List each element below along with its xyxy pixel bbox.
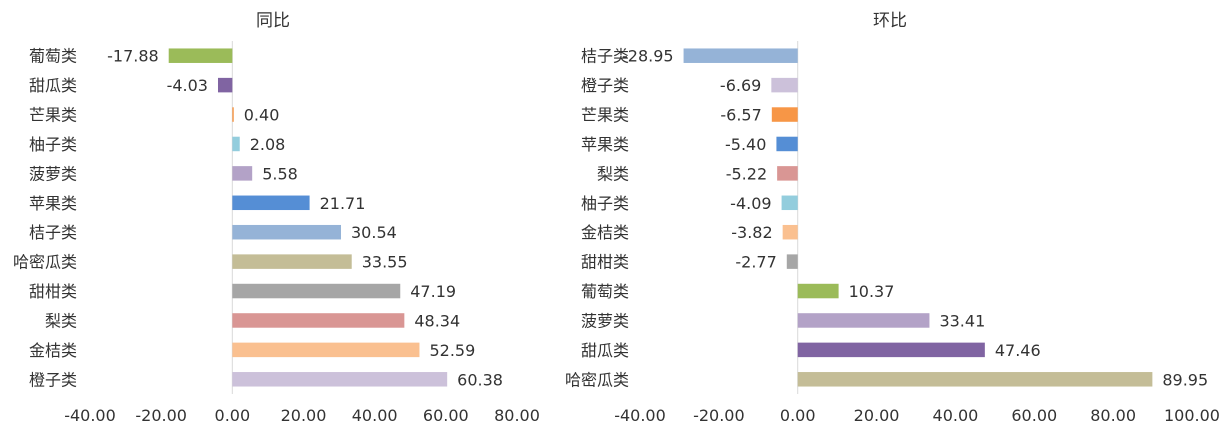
category-label: 柚子类 [581, 194, 629, 213]
value-label: 0.40 [244, 106, 280, 125]
bar-橙子类 [771, 77, 798, 93]
x-tick-label: 60.00 [423, 406, 469, 425]
category-label: 葡萄类 [581, 282, 629, 301]
value-label: 47.19 [410, 282, 456, 301]
bar-葡萄类 [797, 283, 839, 299]
bar-菠萝类 [797, 313, 930, 328]
value-label: -3.82 [731, 223, 772, 242]
category-label: 梨类 [45, 311, 77, 330]
category-label: 梨类 [597, 164, 629, 183]
value-label: -4.03 [167, 76, 208, 95]
category-label: 金桔类 [29, 341, 77, 360]
x-tick-label: 40.00 [352, 406, 398, 425]
x-tick-label: 0.00 [780, 406, 816, 425]
category-label: 甜柑类 [29, 282, 77, 301]
bar-桔子类 [232, 224, 342, 240]
bar-苹果类 [232, 195, 310, 211]
category-label: 桔子类 [29, 223, 77, 242]
category-label: 柚子类 [29, 135, 77, 154]
category-label: 哈密瓜类 [13, 253, 77, 272]
value-label: -28.95 [622, 47, 674, 66]
category-label: 甜柑类 [581, 253, 629, 272]
mom-chart: 环比 桔子类 -28.95 橙子类 -6.69 芒果类 -6.57 苹果类 -5.40 梨类 -5… [560, 0, 1226, 430]
x-tick-label: -40.00 [64, 406, 116, 425]
category-label: 菠萝类 [29, 164, 77, 183]
bar-甜瓜类 [217, 77, 233, 93]
bar-桔子类 [683, 48, 798, 63]
value-label: -6.57 [720, 106, 761, 125]
category-label: 菠萝类 [581, 311, 629, 330]
value-label: 48.34 [414, 311, 460, 330]
yoy-chart-svg: 同比 葡萄类 -17.88 甜瓜类 -4.03 芒果类 0.40 柚子类 2.08 菠萝类 5.5… [13, 11, 540, 425]
value-label: 47.46 [995, 341, 1041, 360]
x-tick-label: 80.00 [494, 406, 540, 425]
bar-哈密瓜类 [797, 372, 1153, 387]
value-label: 30.54 [351, 223, 397, 242]
value-label: 10.37 [849, 282, 895, 301]
bar-芒果类 [771, 107, 798, 122]
x-tick-label: 40.00 [933, 406, 979, 425]
bar-橙子类 [232, 372, 448, 387]
x-tick-label: -20.00 [693, 406, 745, 425]
x-tick-label: 20.00 [281, 406, 327, 425]
bar-菠萝类 [232, 166, 253, 181]
value-label: -6.69 [720, 76, 761, 95]
value-label: -5.40 [725, 135, 766, 154]
bar-柚子类 [781, 195, 798, 211]
value-label: 89.95 [1162, 370, 1208, 389]
mom-chart-svg: 环比 桔子类-28.95 橙子类 -6.69 芒果类 -6.57 苹果类 -5.40 梨类 -5… [565, 11, 1220, 425]
category-label: 金桔类 [581, 223, 629, 242]
mom-chart-title: 环比 [873, 11, 907, 31]
x-tick-label: 0.00 [215, 406, 251, 425]
category-label: 芒果类 [29, 106, 77, 125]
yoy-chart: 同比 葡萄类 -17.88 甜瓜类 -4.03 芒果类 0.40 柚子类 2.08 菠萝类 5.5… [0, 0, 560, 430]
bar-甜瓜类 [797, 342, 985, 358]
bar-柚子类 [232, 136, 240, 152]
value-label: -2.77 [735, 253, 776, 272]
category-label: 橙子类 [29, 370, 77, 389]
category-label: 哈密瓜类 [565, 370, 629, 389]
value-label: 33.55 [362, 253, 408, 272]
category-label: 桔子类 [581, 47, 629, 66]
value-label: -5.22 [726, 164, 767, 183]
x-tick-label: 60.00 [1011, 406, 1057, 425]
category-label: 葡萄类 [29, 47, 77, 66]
bar-甜柑类 [232, 283, 401, 299]
value-label: 5.58 [262, 164, 298, 183]
x-tick-label: -20.00 [135, 406, 187, 425]
category-label: 苹果类 [29, 194, 77, 213]
bar-葡萄类 [168, 48, 233, 63]
x-tick-label: 20.00 [854, 406, 900, 425]
bar-苹果类 [776, 136, 798, 152]
value-label: 2.08 [250, 135, 286, 154]
value-label: -17.88 [107, 47, 159, 66]
bar-芒果类 [232, 107, 234, 122]
value-label: 60.38 [457, 370, 503, 389]
bar-金桔类 [232, 342, 420, 358]
category-label: 橙子类 [581, 76, 629, 95]
category-label: 芒果类 [581, 106, 629, 125]
bar-梨类 [232, 313, 405, 328]
category-label: 甜瓜类 [29, 76, 77, 95]
category-label: 甜瓜类 [581, 341, 629, 360]
value-label: -4.09 [730, 194, 771, 213]
value-label: 33.41 [939, 311, 985, 330]
yoy-chart-title: 同比 [256, 11, 290, 31]
x-tick-label: -40.00 [614, 406, 666, 425]
bar-甜柑类 [786, 254, 798, 269]
value-label: 21.71 [320, 194, 366, 213]
bar-梨类 [777, 166, 798, 181]
value-label: 52.59 [429, 341, 475, 360]
x-tick-label: 100.00 [1164, 406, 1220, 425]
bar-金桔类 [782, 224, 798, 240]
category-label: 苹果类 [581, 135, 629, 154]
x-tick-label: 80.00 [1090, 406, 1136, 425]
bar-哈密瓜类 [232, 254, 352, 269]
